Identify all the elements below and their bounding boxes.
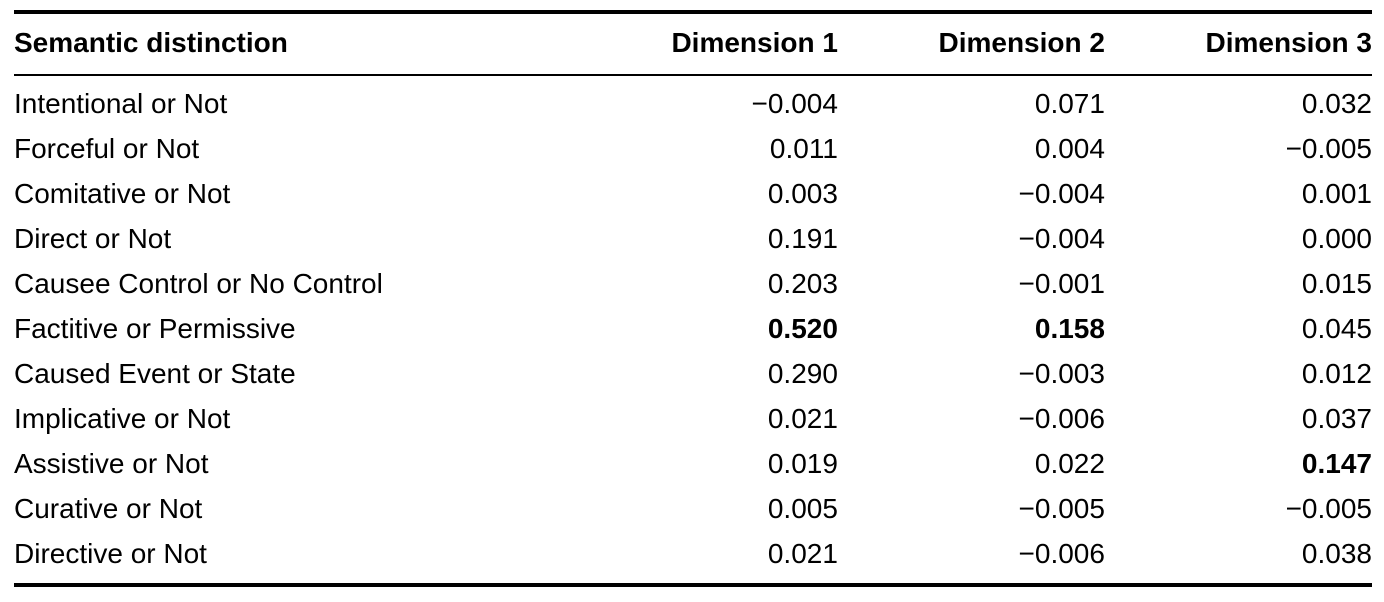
table-header: Semantic distinction Dimension 1 Dimensi… (14, 10, 1372, 76)
value-cell: −0.004 (1018, 178, 1105, 209)
value-cell: −0.003 (1018, 358, 1105, 389)
results-table: Semantic distinction Dimension 1 Dimensi… (14, 10, 1372, 587)
value-cell: −0.005 (1285, 493, 1372, 524)
value-cell: −0.004 (751, 88, 838, 119)
table-row: Factitive or Permissive 0.520 0.158 0.04… (14, 307, 1372, 352)
value-cell: 0.021 (570, 531, 838, 587)
value-cell: 0.191 (767, 223, 838, 254)
value-cell: 0.032 (1301, 88, 1372, 119)
row-label-cell: Directive or Not (14, 531, 571, 587)
row-label-cell: Forceful or Not (14, 133, 200, 164)
row-label-cell: Causee Control or No Control (14, 268, 383, 299)
row-label-cell: Curative or Not (14, 493, 203, 524)
table-row: Intentional or Not −0.004 0.071 0.032 (14, 75, 1372, 127)
header-row: Semantic distinction Dimension 1 Dimensi… (14, 10, 1372, 76)
value-cell: 0.015 (1301, 268, 1372, 299)
value-cell: −0.005 (1285, 133, 1372, 164)
table-row: Causee Control or No Control 0.203 −0.00… (14, 262, 1372, 307)
value-cell: 0.037 (1301, 403, 1372, 434)
row-label-cell: Direct or Not (14, 223, 172, 254)
value-cell: −0.001 (1018, 268, 1105, 299)
column-header-dimension-2: Dimension 2 (837, 10, 1105, 76)
value-cell: 0.147 (1301, 448, 1372, 479)
table-row: Implicative or Not 0.021 −0.006 0.037 (14, 397, 1372, 442)
column-header-semantic-distinction: Semantic distinction (14, 10, 571, 76)
value-cell: 0.022 (1034, 448, 1105, 479)
table-row: Directive or Not 0.021 −0.006 0.038 (14, 531, 1372, 587)
value-cell: 0.290 (767, 358, 838, 389)
column-header-dimension-3: Dimension 3 (1104, 10, 1372, 76)
value-cell: 0.003 (767, 178, 838, 209)
row-label-cell: Factitive or Permissive (14, 313, 296, 344)
value-cell: 0.001 (1301, 178, 1372, 209)
value-cell: 0.045 (1301, 313, 1372, 344)
value-cell: 0.158 (1034, 313, 1105, 344)
paper-table-container: Semantic distinction Dimension 1 Dimensi… (14, 10, 1372, 587)
value-cell: 0.038 (1104, 531, 1372, 587)
row-label-cell: Assistive or Not (14, 448, 209, 479)
table-row: Comitative or Not 0.003 −0.004 0.001 (14, 172, 1372, 217)
value-cell: 0.012 (1301, 358, 1372, 389)
value-cell: 0.011 (769, 133, 838, 164)
value-cell: 0.000 (1301, 223, 1372, 254)
row-label-cell: Implicative or Not (14, 403, 231, 434)
table-row: Direct or Not 0.191 −0.004 0.000 (14, 217, 1372, 262)
value-cell: −0.006 (1018, 403, 1105, 434)
value-cell: 0.021 (767, 403, 838, 434)
table-body: Intentional or Not −0.004 0.071 0.032 Fo… (14, 75, 1372, 587)
row-label-cell: Comitative or Not (14, 178, 231, 209)
value-cell: −0.005 (1018, 493, 1105, 524)
row-label-cell: Caused Event or State (14, 358, 296, 389)
value-cell: −0.006 (837, 531, 1105, 587)
value-cell: 0.520 (767, 313, 838, 344)
column-header-dimension-1: Dimension 1 (570, 10, 838, 76)
table-row: Caused Event or State 0.290 −0.003 0.012 (14, 352, 1372, 397)
value-cell: 0.019 (767, 448, 838, 479)
value-cell: 0.004 (1034, 133, 1105, 164)
value-cell: −0.004 (1018, 223, 1105, 254)
table-row: Curative or Not 0.005 −0.005 −0.005 (14, 487, 1372, 532)
row-label-cell: Intentional or Not (14, 88, 228, 119)
value-cell: 0.005 (767, 493, 838, 524)
table-row: Assistive or Not 0.019 0.022 0.147 (14, 442, 1372, 487)
table-row: Forceful or Not 0.011 0.004 −0.005 (14, 127, 1372, 172)
value-cell: 0.203 (767, 268, 838, 299)
value-cell: 0.071 (1034, 88, 1105, 119)
